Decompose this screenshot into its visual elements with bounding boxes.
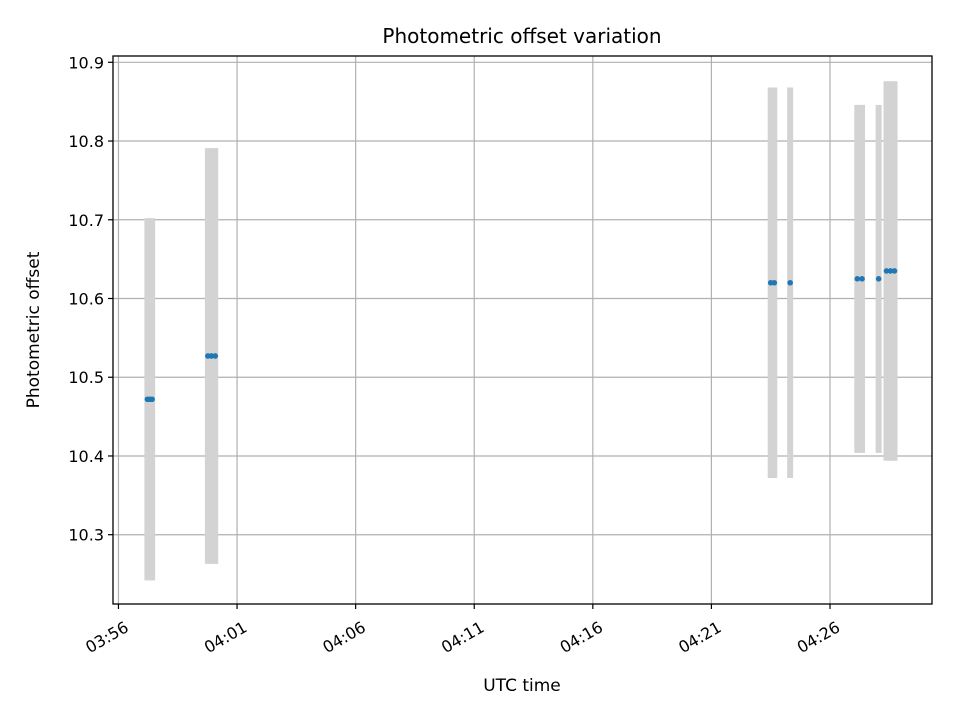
y-axis-label: Photometric offset xyxy=(24,251,44,408)
y-axis: 10.3 10.4 10.5 10.6 10.7 10.8 10.9 xyxy=(68,53,113,545)
chart-title: Photometric offset variation xyxy=(382,24,661,48)
x-tick-label: 04:01 xyxy=(201,617,250,657)
y-tick-label: 10.6 xyxy=(68,290,104,309)
x-axis: 03:56 04:01 04:06 04:11 04:16 04:21 04:26 xyxy=(82,604,843,657)
x-tick-label: 04:26 xyxy=(794,617,843,657)
data-points xyxy=(144,268,898,403)
plot-frame xyxy=(112,55,933,605)
y-tick-label: 10.7 xyxy=(68,211,104,230)
data-point xyxy=(883,268,890,274)
data-point xyxy=(887,268,894,274)
data-point xyxy=(854,276,861,282)
data-point xyxy=(771,279,778,286)
x-tick-label: 04:11 xyxy=(438,617,487,657)
grid-lines xyxy=(113,56,932,604)
data-point xyxy=(875,276,882,282)
x-tick-label: 03:56 xyxy=(82,617,131,657)
error-bars xyxy=(144,81,898,581)
data-point xyxy=(149,396,155,403)
y-tick-label: 10.3 xyxy=(68,526,104,545)
y-tick-label: 10.9 xyxy=(68,53,104,72)
data-point xyxy=(787,279,793,286)
data-point xyxy=(859,276,865,282)
data-point xyxy=(891,268,898,274)
x-tick-label: 04:16 xyxy=(557,617,606,657)
x-tick-label: 04:06 xyxy=(319,617,368,657)
y-tick-label: 10.8 xyxy=(68,132,104,151)
y-tick-label: 10.4 xyxy=(68,447,104,466)
x-tick-label: 04:21 xyxy=(675,617,724,657)
x-axis-label: UTC time xyxy=(483,676,561,696)
data-point xyxy=(212,353,219,359)
y-tick-label: 10.5 xyxy=(68,368,104,387)
